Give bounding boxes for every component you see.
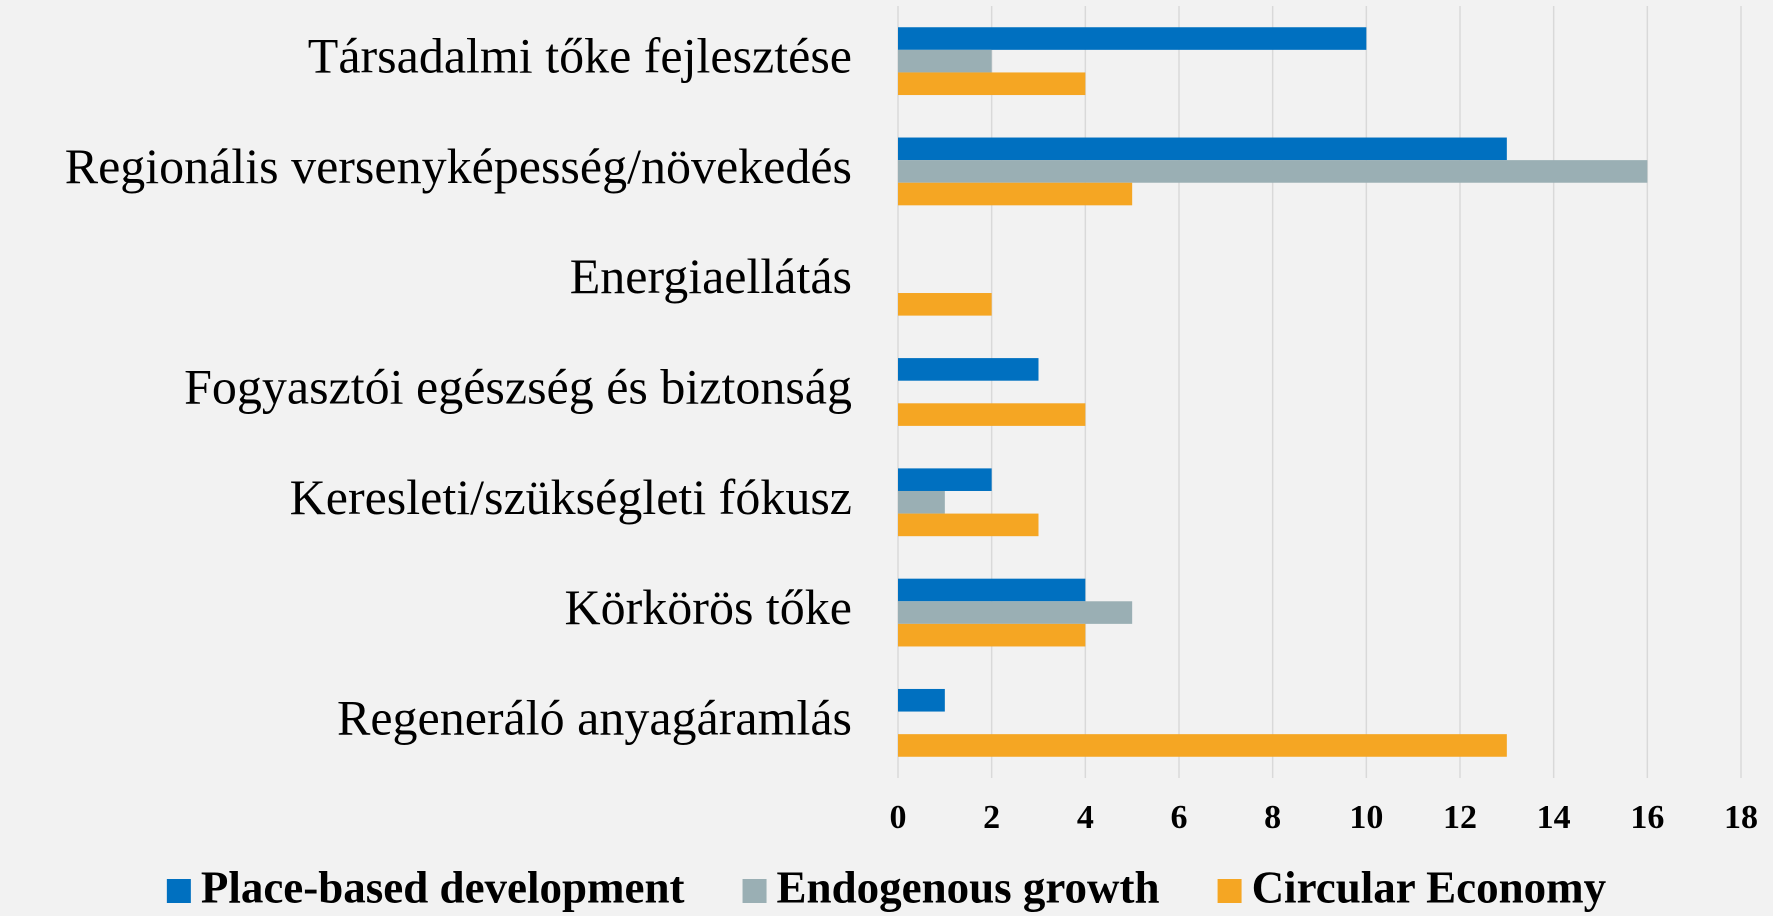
x-tick-label: 16 (1630, 799, 1664, 836)
y-tick-label: Fogyasztói egészség és biztonság (184, 358, 852, 414)
y-tick-label: Társadalmi tőke fejlesztése (308, 28, 852, 84)
legend-swatch (742, 879, 767, 903)
legend-label: Endogenous growth (777, 862, 1160, 912)
legend-swatch (166, 879, 191, 903)
y-tick-label: Keresleti/szükségleti fókusz (290, 469, 852, 525)
bar (898, 490, 945, 514)
bar (898, 137, 1507, 161)
y-tick-label: Regeneráló anyagáramlás (337, 689, 852, 745)
bar (898, 601, 1133, 624)
bar (898, 578, 1086, 602)
y-tick-label: Regionális versenyképesség/növekedés (65, 138, 852, 194)
x-tick-label: 6 (1171, 799, 1188, 836)
bar (898, 358, 1039, 381)
bar (898, 513, 1039, 537)
x-tick-label: 2 (983, 799, 1000, 836)
x-tick-label: 12 (1443, 799, 1477, 836)
bar (898, 293, 992, 316)
bar (898, 49, 992, 73)
bar (898, 72, 1086, 96)
legend-label: Circular Economy (1252, 862, 1607, 912)
x-tick-label: 18 (1724, 799, 1758, 836)
y-tick-label: Energiaellátás (570, 248, 852, 304)
bar (898, 623, 1086, 647)
bar (898, 27, 1367, 50)
x-tick-label: 10 (1349, 799, 1383, 836)
bar (898, 160, 1648, 183)
bar (898, 468, 992, 491)
bar (898, 734, 1507, 757)
x-tick-label: 8 (1264, 799, 1281, 836)
y-tick-label: Körkörös tőke (565, 579, 852, 635)
x-tick-label: 14 (1537, 799, 1571, 836)
bar (898, 688, 945, 712)
bar (898, 403, 1086, 426)
bar (898, 182, 1133, 206)
x-tick-label: 4 (1077, 799, 1094, 836)
x-tick-label: 0 (890, 799, 907, 836)
legend-swatch (1217, 879, 1242, 903)
legend-label: Place-based development (201, 862, 685, 912)
